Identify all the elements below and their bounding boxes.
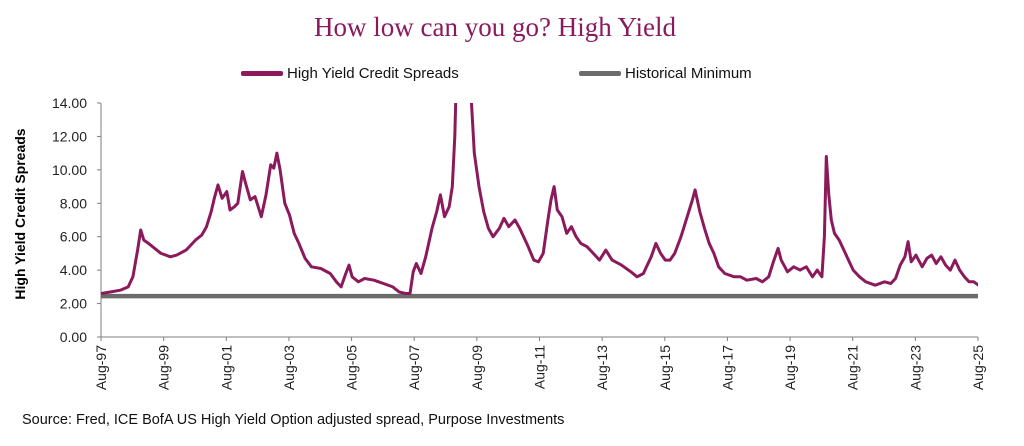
x-tick-label: Aug-09 [469, 345, 485, 390]
chart-title: How low can you go? High Yield [314, 12, 676, 42]
x-tick-label: Aug-99 [156, 345, 172, 390]
x-tick-label: Aug-05 [344, 345, 360, 390]
y-tick-label: 0.00 [60, 329, 87, 345]
legend-item-hy-spreads: High Yield Credit Spreads [241, 65, 459, 82]
legend-swatch-hy-spreads [241, 71, 283, 76]
x-tick-label: Aug-19 [782, 345, 798, 390]
y-tick-label: 12.00 [52, 128, 87, 144]
source-note: Source: Fred, ICE BofA US High Yield Opt… [22, 412, 565, 428]
y-tick-label: 6.00 [60, 229, 87, 245]
x-tick-label: Aug-03 [281, 345, 297, 390]
legend: High Yield Credit Spreads Historical Min… [0, 65, 1000, 89]
x-tick-label: Aug-07 [406, 345, 422, 390]
y-tick-label: 14.00 [52, 95, 87, 111]
y-tick-label: 10.00 [52, 162, 87, 178]
x-tick-label: Aug-13 [594, 345, 610, 390]
hy-spread-line [101, 103, 978, 295]
x-tick-label: Aug-25 [970, 345, 986, 390]
x-tick-label: Aug-97 [93, 345, 109, 390]
x-tick-label: Aug-23 [907, 345, 923, 390]
y-tick-label: 8.00 [60, 195, 87, 211]
y-tick-label: 4.00 [60, 262, 87, 278]
x-tick-label: Aug-15 [657, 345, 673, 390]
y-tick-label: 2.00 [60, 296, 87, 312]
legend-label-historical-minimum: Historical Minimum [625, 65, 752, 82]
x-tick-label: Aug-01 [218, 345, 234, 390]
legend-swatch-historical-minimum [579, 71, 621, 76]
x-tick-label: Aug-21 [845, 345, 861, 390]
legend-label-hy-spreads: High Yield Credit Spreads [287, 65, 459, 82]
legend-item-historical-minimum: Historical Minimum [579, 65, 752, 82]
x-tick-label: Aug-17 [719, 345, 735, 390]
x-tick-label: Aug-11 [532, 345, 548, 389]
